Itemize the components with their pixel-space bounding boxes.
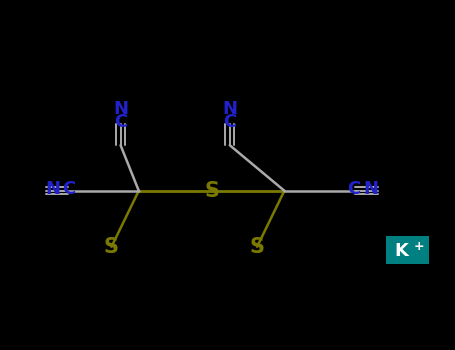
Text: N: N [363,180,378,198]
Text: +: + [414,239,425,253]
FancyBboxPatch shape [386,237,429,264]
Text: C: C [62,180,76,198]
Text: N: N [222,100,237,118]
Text: K: K [395,242,409,260]
Text: S: S [250,237,264,257]
Text: S: S [104,237,119,257]
Text: S: S [204,181,219,201]
Text: C: C [223,113,237,131]
Text: N: N [113,100,128,118]
Text: N: N [45,180,60,198]
Text: C: C [114,113,127,131]
Text: C: C [348,180,361,198]
